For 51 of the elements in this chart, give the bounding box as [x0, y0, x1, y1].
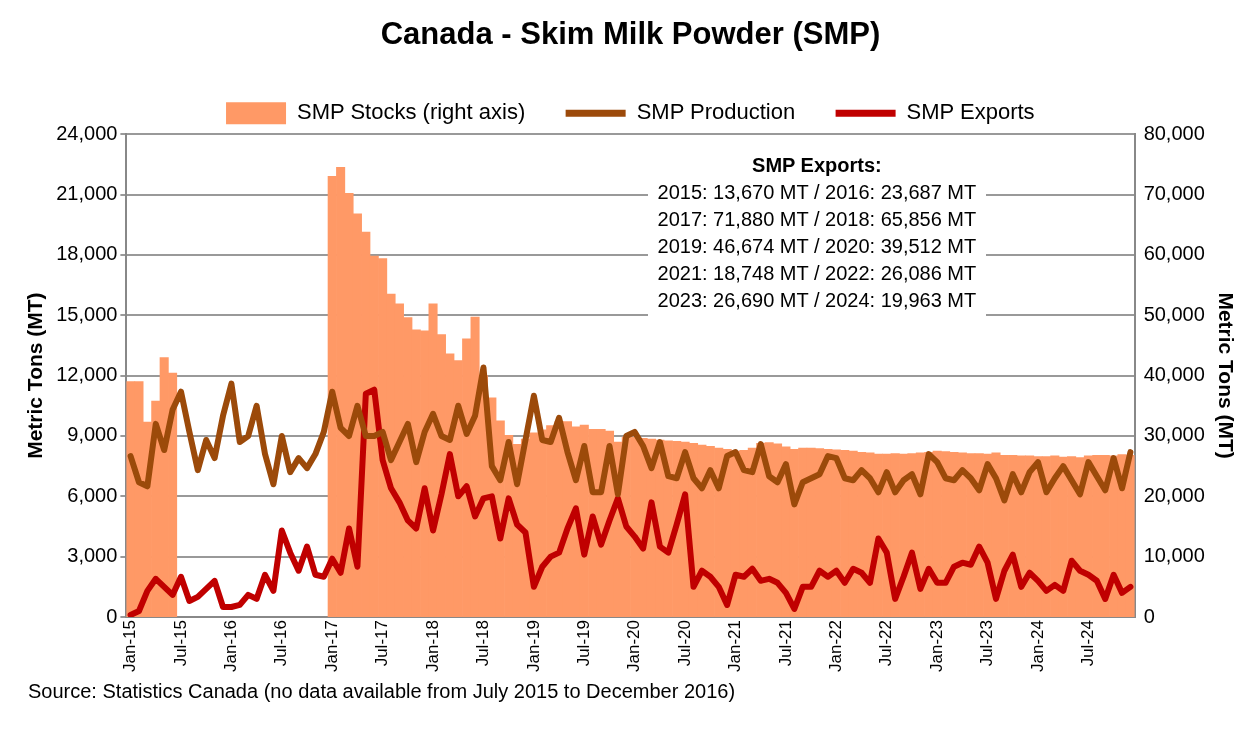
x-tick-label: Jul-19 — [573, 620, 593, 667]
x-tick-label: Jul-22 — [876, 620, 896, 667]
y2-tick-label: 60,000 — [1143, 242, 1205, 265]
x-tick-label: Jul-24 — [1078, 620, 1098, 667]
y-tick-label: 24,000 — [56, 121, 118, 144]
y-tick-label: 0 — [106, 604, 118, 627]
y-tick-label: 12,000 — [56, 363, 118, 386]
y-tick-label: 15,000 — [56, 302, 118, 325]
annotation: SMP Exports: — [751, 153, 883, 179]
y-tick-label: 18,000 — [56, 242, 118, 265]
x-tick-label: Jan-22 — [826, 620, 846, 672]
y-tick-label: 3,000 — [67, 544, 118, 567]
x-tick-label: Jul-16 — [271, 620, 291, 667]
x-tick-label: Jan-24 — [1027, 620, 1047, 672]
y2-tick-label: 40,000 — [1143, 363, 1205, 386]
annotation: 2023: 26,690 MT / 2024: 19,963 MT — [657, 288, 977, 314]
legend-label: SMP Exports — [906, 99, 1035, 125]
x-tick-label: Jul-21 — [775, 620, 795, 667]
x-tick-label: Jul-20 — [674, 620, 694, 667]
y-tick-label: 9,000 — [67, 423, 118, 446]
y2-tick-label: 80,000 — [1143, 121, 1205, 144]
x-tick-label: Jul-23 — [977, 620, 997, 667]
x-tick-label: Jan-15 — [120, 620, 140, 672]
y-tick-label: 6,000 — [67, 483, 118, 506]
source-note: Source: Statistics Canada (no data available from July 2015 to December 2016) — [28, 680, 737, 703]
y-axis-title: Metric Tons (MT) — [23, 292, 47, 459]
annotation: 2017: 71,880 MT / 2018: 65,856 MT — [657, 207, 977, 233]
y2-tick-label: 10,000 — [1143, 544, 1205, 567]
y2-tick-label: 0 — [1143, 604, 1155, 627]
annotation: 2021: 18,748 MT / 2022: 26,086 MT — [657, 261, 977, 287]
x-tick-label: Jan-18 — [422, 620, 442, 672]
y2-tick-label: 50,000 — [1143, 302, 1205, 325]
x-tick-label: Jan-16 — [221, 620, 241, 672]
x-tick-label: Jul-15 — [170, 620, 190, 667]
y2-tick-label: 20,000 — [1143, 483, 1205, 506]
y2-axis-title: Metric Tons (MT) — [1214, 292, 1238, 459]
x-tick-label: Jan-20 — [624, 620, 644, 672]
x-tick-label: Jul-17 — [372, 620, 392, 667]
x-tick-label: Jan-19 — [523, 620, 543, 672]
x-tick-label: Jan-21 — [725, 620, 745, 672]
annotation: 2019: 46,674 MT / 2020: 39,512 MT — [657, 234, 977, 260]
chart-title: Canada - Skim Milk Powder (SMP) — [380, 16, 881, 52]
y2-tick-label: 70,000 — [1143, 182, 1205, 205]
legend-label: SMP Stocks (right axis) — [297, 99, 526, 125]
x-tick-label: Jan-17 — [321, 620, 341, 672]
legend-label: SMP Production — [636, 99, 796, 125]
x-tick-label: Jul-18 — [473, 620, 493, 667]
y2-tick-label: 30,000 — [1143, 423, 1205, 446]
annotation: 2015: 13,670 MT / 2016: 23,687 MT — [657, 180, 977, 206]
x-tick-label: Jan-23 — [926, 620, 946, 672]
y-tick-label: 21,000 — [56, 182, 118, 205]
